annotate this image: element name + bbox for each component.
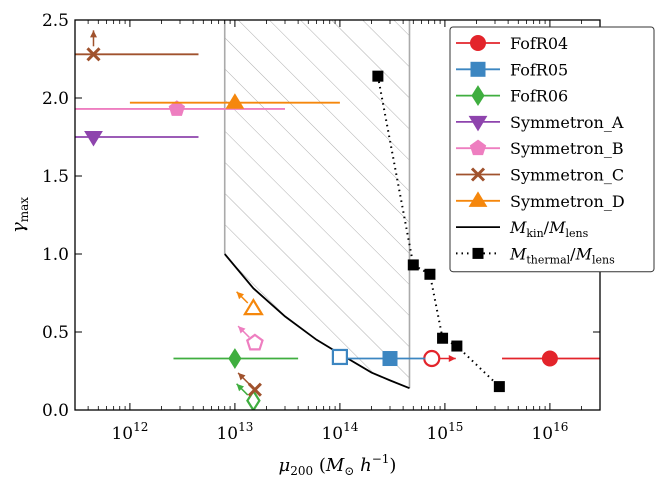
legend-marker	[469, 139, 487, 156]
line-kin-over-lens	[224, 253, 410, 389]
legend-label: FofR04	[510, 34, 568, 53]
x-tick-label-1: 1013	[216, 420, 253, 444]
arrow-1	[237, 325, 250, 338]
legend-entry-symmetron-b: Symmetron_B	[456, 139, 624, 158]
legend-label: Mkin/Mlens	[509, 218, 589, 240]
legend-box	[449, 26, 655, 273]
y-tick-label-0: 0.0	[42, 401, 69, 421]
legend-entry-fofr06: FofR06	[456, 85, 568, 107]
y-tick-label-4: 2.0	[42, 89, 69, 109]
legend-entry-fofr05: FofR05	[456, 60, 568, 79]
series-fofr04	[423, 349, 600, 368]
marker-point-0	[86, 47, 101, 62]
hatched-excluded-region	[224, 20, 410, 389]
legend-marker	[472, 247, 484, 259]
marker-point-1	[423, 349, 441, 368]
arrow-1	[236, 291, 249, 304]
thermal-point-0	[372, 70, 384, 82]
marker-point-0	[382, 351, 398, 367]
legend-label: FofR06	[510, 87, 568, 106]
legend: FofR04 FofR05 FofR06 Symmetron_A Symmetron_B…	[449, 26, 655, 273]
plot-clip-group	[75, 20, 600, 410]
x-tick-label-3: 1015	[426, 420, 463, 444]
x-tick-label-0: 1012	[111, 420, 148, 444]
y-tick-label-3: 1.5	[42, 167, 69, 187]
arrow-1	[237, 372, 250, 385]
series-symmetron-a	[75, 130, 199, 147]
thermal-point-4	[451, 340, 463, 352]
legend-entry-fofr04: FofR04	[456, 34, 568, 53]
x-axis-label: μ200 (M⊙ h−1)	[279, 452, 397, 478]
thermal-point-2	[424, 268, 436, 280]
marker-point-1	[242, 297, 264, 316]
legend-entry-symmetron-d: Symmetron_D	[456, 191, 625, 211]
legend-entry-symmetron-a: Symmetron_A	[456, 113, 624, 132]
legend-marker	[471, 85, 485, 107]
marker-point-0	[541, 350, 558, 367]
legend-entry-thermal-over-lens: Mthermal/Mlens	[456, 244, 615, 266]
legend-label: Symmetron_D	[510, 192, 625, 211]
plot-area	[75, 20, 600, 410]
series-symmetron-c	[75, 30, 262, 397]
thermal-point-1	[407, 259, 419, 271]
y-tick-label-2: 1.0	[42, 245, 69, 265]
legend-label: Symmetron_A	[510, 113, 624, 132]
legend-label: Symmetron_C	[510, 166, 624, 185]
marker-point-1	[247, 382, 262, 397]
line-thermal-over-lens	[376, 75, 501, 388]
legend-label: Symmetron_B	[510, 139, 624, 158]
arrow-1	[439, 355, 456, 363]
y-tick-label-1: 0.5	[42, 323, 69, 343]
x-tick-label-2: 1014	[321, 420, 358, 444]
legend-marker	[468, 115, 488, 132]
marker-point-1	[245, 333, 264, 351]
thermal-point-3	[437, 332, 449, 344]
marker-point-1	[246, 389, 261, 410]
series-fofr06	[173, 348, 299, 410]
legend-marker	[468, 191, 488, 207]
series-symmetron-b	[75, 100, 285, 351]
legend-marker	[470, 61, 486, 77]
x-tick-label-4: 1016	[531, 420, 568, 444]
marker-point-0	[228, 348, 242, 369]
arrow-1	[236, 383, 249, 396]
axes: 1012 1013 1014 1015 1016 0.0 0.5 1.0 1.5 2.0 2.5 μ2…	[8, 11, 601, 478]
y-axis-label: γmax	[8, 197, 31, 233]
series-fofr05	[331, 348, 426, 367]
y-tick-label-5: 2.5	[42, 11, 69, 31]
legend-label: Mthermal/Mlens	[509, 244, 615, 266]
marker-point-0	[225, 93, 245, 109]
arrow-0	[89, 30, 97, 47]
legend-marker	[470, 167, 486, 182]
series-symmetron-d	[129, 93, 340, 316]
marker-point-1	[331, 348, 349, 366]
marker-point-0	[168, 100, 186, 116]
legend-marker	[470, 35, 486, 51]
marker-point-0	[84, 130, 103, 147]
legend-entry-kin-over-lens: Mkin/Mlens	[456, 218, 589, 240]
legend-label: FofR05	[510, 60, 568, 79]
thermal-point-5	[493, 381, 505, 393]
legend-entry-symmetron-c: Symmetron_C	[456, 166, 624, 185]
